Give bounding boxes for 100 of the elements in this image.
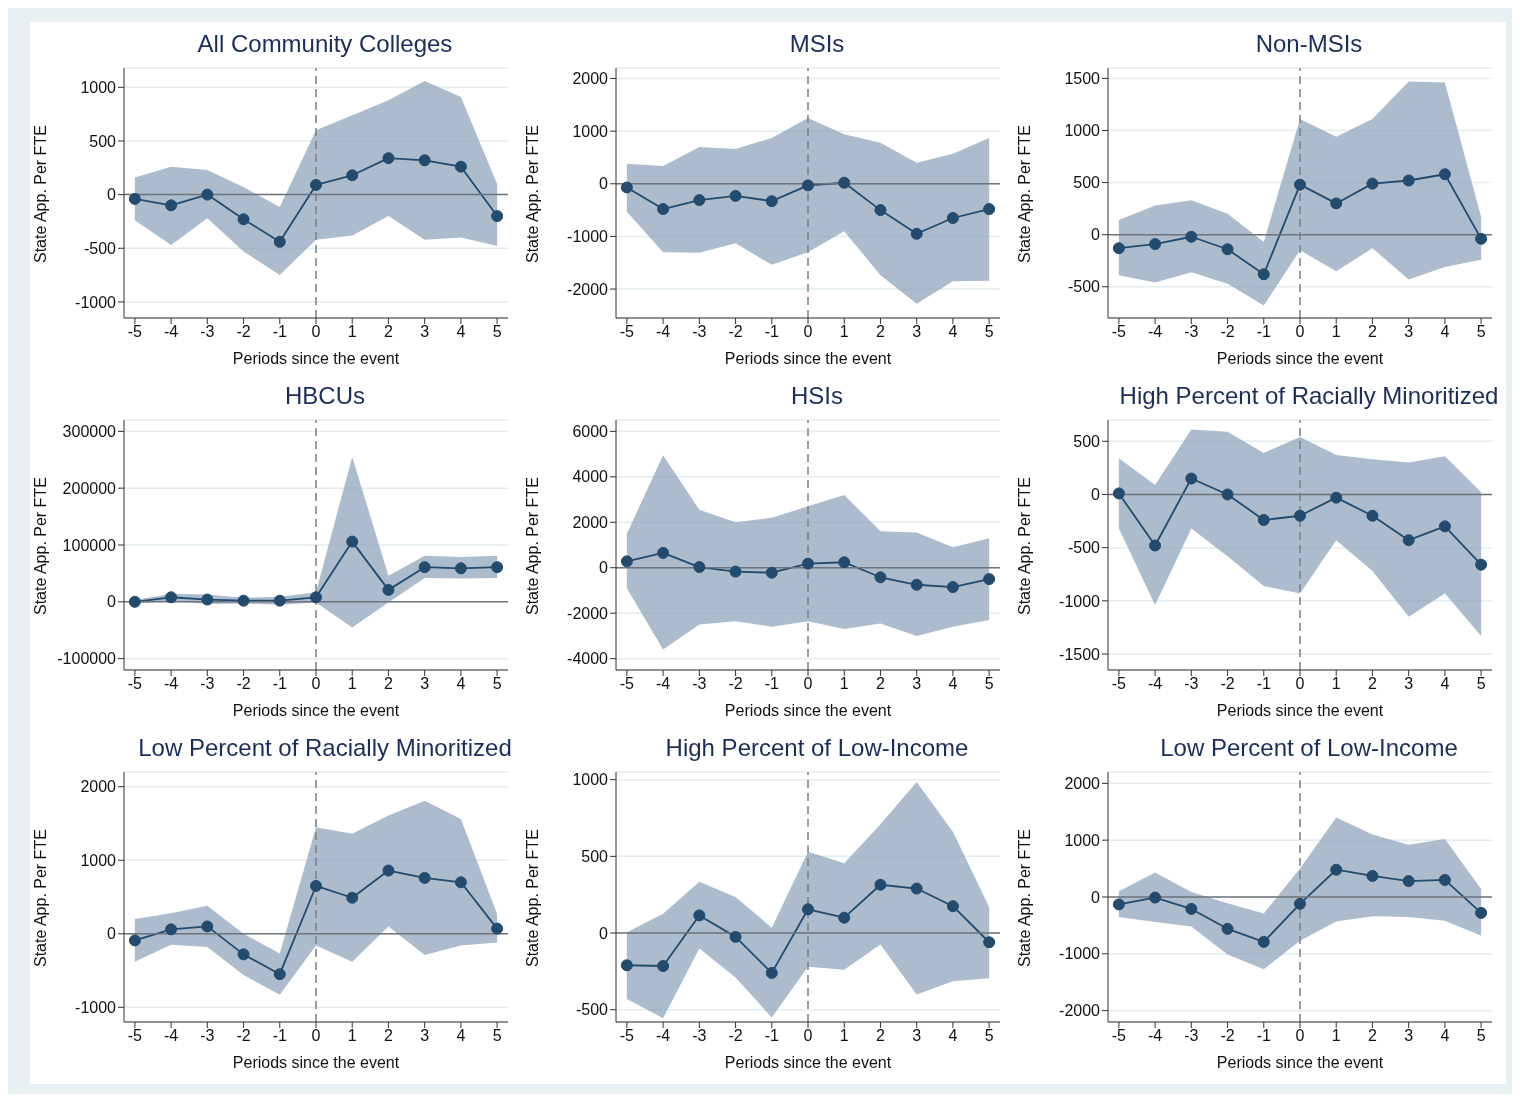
point [273, 968, 286, 981]
point [454, 562, 467, 575]
point [910, 882, 923, 895]
point [491, 561, 504, 574]
x-tick-label: 1 [839, 323, 849, 341]
chart-title: Low Percent of Low-Income [1159, 734, 1459, 762]
y-axis-title: State App. Per FTE [523, 477, 541, 615]
x-tick-label: -3 [200, 675, 215, 693]
point [310, 879, 322, 892]
x-tick-label: 3 [912, 1027, 922, 1045]
y-tick-label: -100000 [57, 650, 117, 668]
y-tick-label: -2000 [1059, 1002, 1101, 1020]
y-tick-label: -1000 [75, 293, 117, 311]
point [1112, 487, 1125, 500]
x-tick-label: 3 [912, 675, 922, 693]
y-tick-label: 500 [1073, 174, 1101, 192]
y-tick-label: 0 [1091, 486, 1101, 504]
x-tick-label: -5 [127, 323, 143, 341]
point [1402, 174, 1415, 187]
point [802, 557, 814, 570]
point [165, 591, 178, 604]
point [346, 535, 359, 548]
x-tick-label: 3 [1404, 1027, 1414, 1045]
x-tick-label: 5 [1476, 1027, 1486, 1045]
point [128, 192, 141, 205]
point [128, 934, 141, 947]
y-tick-label: 2000 [572, 513, 609, 531]
x-tick-label: -5 [1111, 1027, 1127, 1045]
point [657, 203, 670, 216]
x-tick-label: -5 [619, 1027, 635, 1045]
point [874, 204, 887, 217]
point [418, 154, 431, 167]
y-tick-label: 0 [1091, 226, 1101, 244]
x-tick-label: 2 [876, 675, 885, 693]
chart-title: HBCUs [284, 382, 366, 410]
point [1185, 902, 1198, 915]
x-tick-label: 5 [984, 323, 994, 341]
y-axis-title: State App. Per FTE [31, 125, 49, 263]
y-tick-label: 0 [599, 559, 609, 577]
x-tick-label: 1 [1331, 1027, 1341, 1045]
chart-title: HSIs [790, 382, 844, 410]
x-tick-label: 1 [1331, 675, 1341, 693]
point [128, 595, 141, 608]
point [165, 923, 178, 936]
point [1402, 534, 1415, 547]
x-tick-label: -1 [1256, 323, 1271, 341]
x-axis-title: Periods since the event [232, 1054, 400, 1071]
point [1221, 922, 1234, 935]
point [237, 213, 250, 226]
y-tick-label: -1000 [1059, 945, 1101, 963]
x-tick-label: 4 [1440, 1027, 1450, 1045]
point [1294, 509, 1306, 522]
x-axis-title: Periods since the event [1216, 1054, 1384, 1071]
x-tick-label: 4 [948, 323, 958, 341]
y-axis-title: State App. Per FTE [31, 477, 49, 615]
point [910, 227, 923, 240]
point [382, 583, 395, 596]
x-axis-title: Periods since the event [1216, 350, 1384, 367]
y-tick-label: 300000 [62, 423, 117, 441]
chart-title: MSIs [788, 30, 846, 58]
point [1294, 897, 1306, 910]
x-tick-label: -2 [236, 675, 251, 693]
point [729, 565, 742, 578]
point [802, 903, 814, 916]
x-tick-label: -5 [127, 1027, 143, 1045]
x-axis-title: Periods since the event [1216, 702, 1384, 719]
point [346, 169, 359, 182]
x-tick-label: 2 [876, 323, 885, 341]
x-tick-label: -2 [1220, 675, 1235, 693]
y-tick-label: 0 [107, 925, 117, 943]
x-tick-label: 0 [1295, 675, 1305, 693]
x-tick-label: -4 [1147, 323, 1163, 341]
x-tick-label: 4 [456, 1027, 466, 1045]
point [1366, 177, 1379, 190]
y-tick-label: 500 [89, 132, 117, 150]
point [346, 891, 359, 904]
point [1475, 558, 1488, 571]
y-axis-title: State App. Per FTE [1015, 477, 1033, 615]
x-tick-label: 4 [456, 675, 466, 693]
x-tick-label: 0 [1295, 1027, 1305, 1045]
chart-title: Non-MSIs [1254, 30, 1364, 58]
point [237, 948, 250, 961]
point [491, 922, 504, 935]
point [983, 203, 996, 216]
x-tick-label: 2 [384, 323, 393, 341]
y-tick-label: -2000 [567, 604, 609, 622]
point [1330, 197, 1343, 210]
x-tick-label: 5 [984, 1027, 994, 1045]
x-tick-label: -1 [272, 675, 287, 693]
point [1112, 898, 1125, 911]
x-tick-label: 2 [384, 675, 393, 693]
x-tick-label: 4 [1440, 675, 1450, 693]
x-tick-label: 0 [803, 675, 813, 693]
x-axis-title: Periods since the event [232, 702, 400, 719]
point [620, 959, 633, 972]
point [1402, 875, 1415, 888]
y-tick-label: 1000 [572, 122, 609, 140]
x-tick-label: 5 [492, 1027, 502, 1045]
x-tick-label: 5 [492, 323, 502, 341]
point [1185, 230, 1198, 243]
